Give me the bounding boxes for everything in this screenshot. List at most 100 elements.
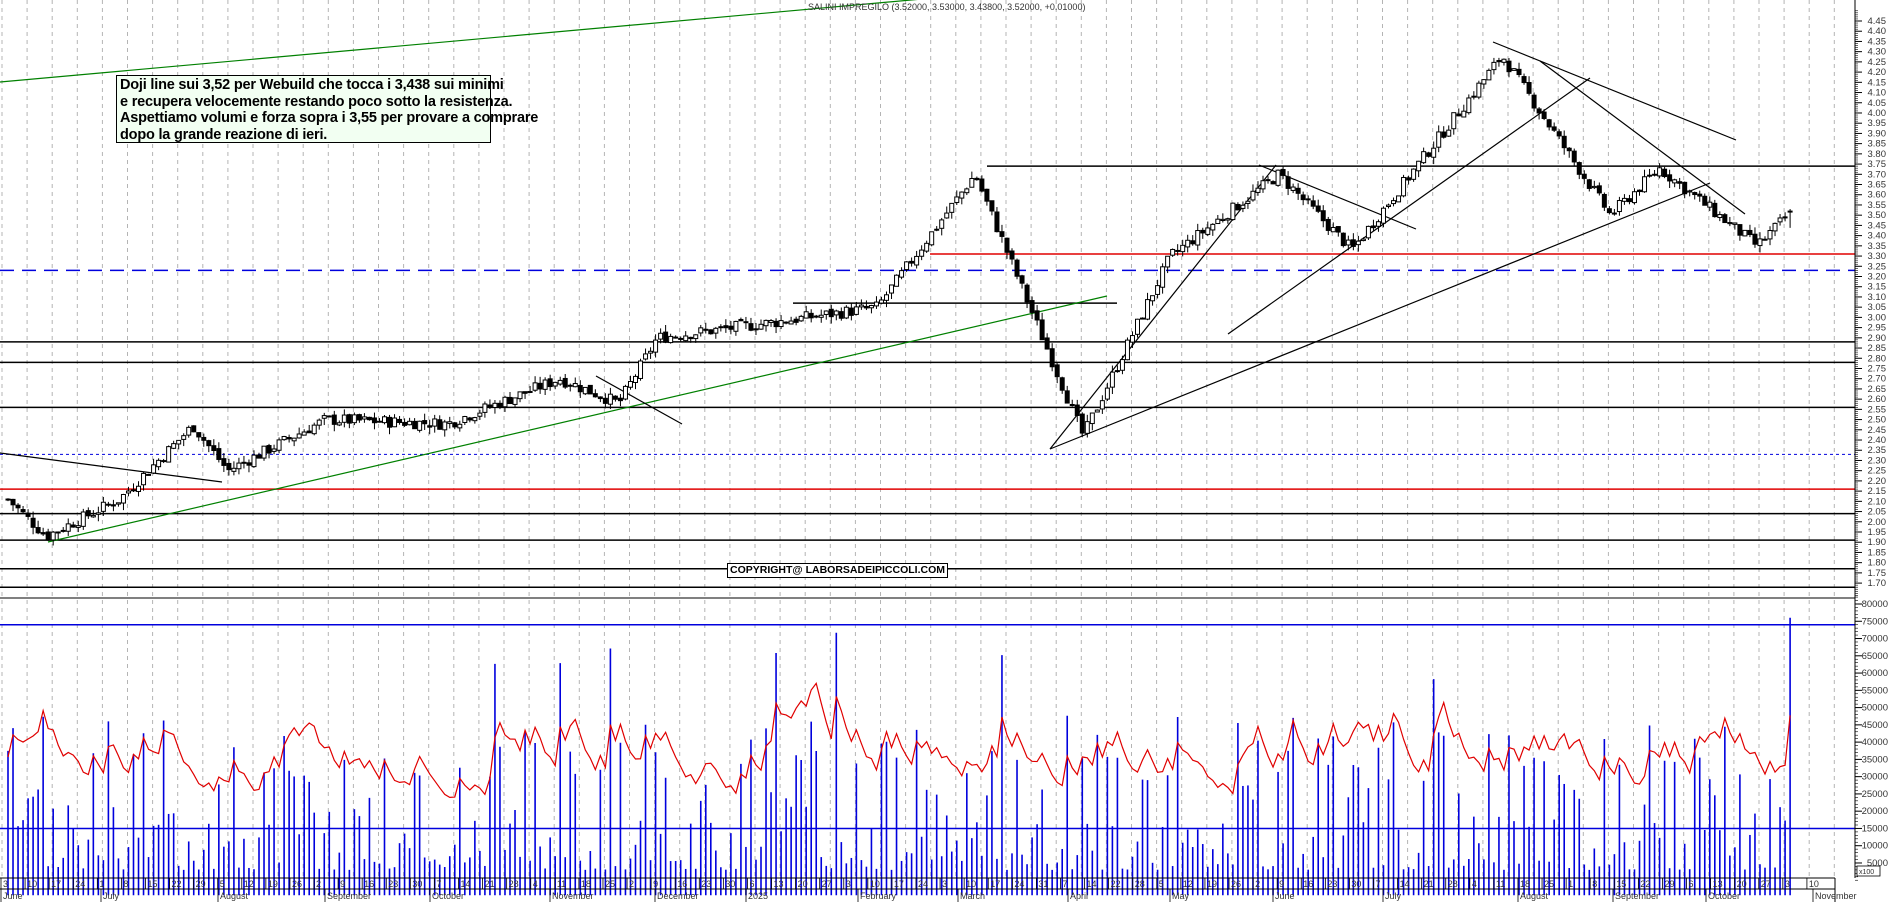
- svg-text:2.90: 2.90: [1868, 333, 1887, 344]
- svg-text:26: 26: [1231, 879, 1241, 889]
- svg-text:28: 28: [1135, 879, 1145, 889]
- chart-title: SALINI IMPREGILO (3.52000, 3.53000, 3.43…: [808, 2, 1086, 12]
- svg-text:10: 10: [27, 879, 37, 889]
- svg-text:October: October: [1708, 891, 1740, 901]
- svg-text:17: 17: [990, 879, 1000, 889]
- copyright-label: COPYRIGHT@ LABORSADEIPICCOLI.COM: [727, 563, 948, 578]
- svg-text:3.90: 3.90: [1868, 128, 1887, 139]
- svg-text:2.65: 2.65: [1868, 384, 1887, 395]
- svg-text:30000: 30000: [1862, 772, 1888, 783]
- svg-text:3: 3: [3, 879, 8, 889]
- volume-axis: 80000 75000 70000 65000 60000 55000 50000 45000…: [1855, 596, 1888, 881]
- svg-text:65000: 65000: [1862, 651, 1888, 662]
- svg-text:2.50: 2.50: [1868, 415, 1887, 426]
- svg-text:7: 7: [436, 879, 441, 889]
- svg-text:23: 23: [388, 879, 398, 889]
- svg-text:24: 24: [1014, 879, 1024, 889]
- svg-text:22: 22: [172, 879, 182, 889]
- svg-text:9: 9: [653, 879, 658, 889]
- svg-text:3.45: 3.45: [1868, 220, 1887, 231]
- annotation-line: e recupera velocemente restando poco sot…: [120, 93, 513, 110]
- svg-text:3: 3: [1785, 879, 1790, 889]
- svg-text:5: 5: [220, 879, 225, 889]
- svg-text:29: 29: [196, 879, 206, 889]
- svg-text:March: March: [960, 891, 985, 901]
- svg-text:25000: 25000: [1862, 789, 1888, 800]
- svg-text:29: 29: [1664, 879, 1674, 889]
- svg-text:40000: 40000: [1862, 737, 1888, 748]
- svg-text:18: 18: [581, 879, 591, 889]
- svg-text:75000: 75000: [1862, 616, 1888, 627]
- svg-text:2025: 2025: [748, 891, 768, 901]
- svg-text:December: December: [657, 891, 699, 901]
- price-axis: 4.454.404.354.304.254.204.154.104.054.00…: [1854, 0, 1887, 878]
- svg-text:15: 15: [147, 879, 157, 889]
- svg-text:7: 7: [1376, 879, 1381, 889]
- svg-text:October: October: [432, 891, 464, 901]
- svg-text:1.75: 1.75: [1868, 568, 1887, 579]
- svg-text:27: 27: [1761, 879, 1771, 889]
- svg-text:4.10: 4.10: [1868, 88, 1887, 99]
- svg-text:3.95: 3.95: [1868, 118, 1887, 129]
- volume-levels: [0, 623, 1855, 830]
- annotation-box: Doji line sui 3,52 per Webuild che tocca…: [116, 75, 538, 143]
- svg-text:2: 2: [629, 879, 634, 889]
- svg-text:3.50: 3.50: [1868, 210, 1887, 221]
- svg-text:21: 21: [1424, 879, 1434, 889]
- svg-text:4.05: 4.05: [1868, 98, 1887, 109]
- price-candles: [5, 57, 1793, 546]
- svg-text:18: 18: [1520, 879, 1530, 889]
- svg-text:August: August: [220, 891, 249, 901]
- svg-text:February: February: [860, 891, 897, 901]
- volume-moving-average: [7, 682, 1791, 798]
- svg-text:60000: 60000: [1862, 668, 1888, 679]
- svg-text:10: 10: [1809, 879, 1819, 889]
- svg-text:8: 8: [123, 879, 128, 889]
- svg-text:2: 2: [316, 879, 321, 889]
- svg-text:2.85: 2.85: [1868, 343, 1887, 354]
- svg-text:1.95: 1.95: [1868, 527, 1887, 538]
- svg-text:2: 2: [1255, 879, 1260, 889]
- svg-text:1.80: 1.80: [1868, 558, 1887, 569]
- svg-text:June: June: [3, 891, 23, 901]
- svg-text:50000: 50000: [1862, 703, 1888, 714]
- horizontal-levels: [0, 165, 1855, 588]
- svg-text:2.40: 2.40: [1868, 435, 1887, 446]
- svg-text:4.30: 4.30: [1868, 47, 1887, 58]
- svg-text:2.60: 2.60: [1868, 394, 1887, 405]
- svg-text:2.10: 2.10: [1868, 496, 1887, 507]
- svg-text:70000: 70000: [1862, 634, 1888, 645]
- svg-text:2.00: 2.00: [1868, 517, 1887, 528]
- svg-text:November: November: [1815, 891, 1857, 901]
- svg-text:2.25: 2.25: [1868, 466, 1887, 477]
- svg-text:2.55: 2.55: [1868, 404, 1887, 415]
- svg-text:2.95: 2.95: [1868, 323, 1887, 334]
- svg-text:30: 30: [725, 879, 735, 889]
- svg-text:4.25: 4.25: [1868, 57, 1887, 68]
- svg-text:12: 12: [244, 879, 254, 889]
- svg-text:3: 3: [942, 879, 947, 889]
- svg-text:24: 24: [918, 879, 928, 889]
- svg-text:30: 30: [1351, 879, 1361, 889]
- svg-text:2.70: 2.70: [1868, 374, 1887, 385]
- svg-text:3.20: 3.20: [1868, 272, 1887, 283]
- svg-text:November: November: [552, 891, 594, 901]
- svg-text:2.75: 2.75: [1868, 363, 1887, 374]
- svg-text:30: 30: [412, 879, 422, 889]
- svg-text:23: 23: [1327, 879, 1337, 889]
- svg-text:4: 4: [1472, 879, 1477, 889]
- svg-text:20: 20: [798, 879, 808, 889]
- svg-text:July: July: [103, 891, 120, 901]
- svg-text:5: 5: [1159, 879, 1164, 889]
- svg-text:4.40: 4.40: [1868, 26, 1887, 37]
- svg-text:July: July: [1385, 891, 1402, 901]
- svg-text:x100: x100: [1859, 869, 1874, 876]
- svg-text:20000: 20000: [1862, 806, 1888, 817]
- svg-text:3.05: 3.05: [1868, 302, 1887, 313]
- svg-text:August: August: [1520, 891, 1549, 901]
- svg-text:31: 31: [1038, 879, 1048, 889]
- svg-text:3.80: 3.80: [1868, 149, 1887, 160]
- annotation-line: dopo la grande reazione di ieri.: [120, 126, 328, 143]
- svg-text:25: 25: [605, 879, 615, 889]
